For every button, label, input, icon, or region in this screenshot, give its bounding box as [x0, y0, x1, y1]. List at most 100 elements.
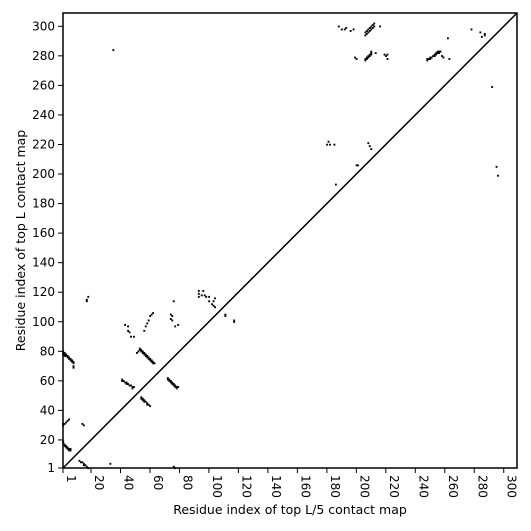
y-tick-label: 220	[32, 137, 55, 151]
contact-cell	[367, 28, 370, 31]
y-tick-label: 280	[32, 49, 55, 63]
contact-cell	[153, 362, 156, 365]
y-tick-label: 140	[32, 256, 55, 270]
contact-cell	[166, 378, 169, 381]
contact-cell	[357, 164, 359, 167]
contact-cell	[147, 357, 150, 360]
contact-cell	[211, 303, 214, 306]
contact-cell	[368, 29, 371, 32]
contact-cell	[135, 352, 138, 354]
contact-cell	[177, 323, 180, 326]
contact-cell	[146, 356, 149, 359]
contact-cell	[69, 357, 72, 360]
y-tick-label: 1	[47, 461, 55, 475]
contact-cell	[79, 461, 82, 464]
contact-cell	[208, 300, 211, 303]
contact-cell	[368, 27, 371, 29]
y-tick-label: 180	[32, 197, 55, 211]
contact-cell	[63, 354, 66, 357]
contact-cell	[439, 50, 442, 53]
contact-cell	[480, 35, 483, 38]
contact-cell	[203, 294, 206, 297]
contact-cell	[65, 446, 68, 449]
contact-cell	[121, 378, 124, 381]
contact-cell	[150, 359, 153, 362]
contact-cell	[133, 386, 135, 388]
contact-cell	[69, 448, 72, 450]
contact-cell	[436, 52, 439, 55]
contact-cell	[169, 313, 172, 316]
contact-cell	[63, 352, 66, 354]
contact-cell	[174, 386, 177, 388]
contact-cell	[370, 28, 373, 31]
contact-cell	[166, 377, 169, 380]
contact-cell	[143, 400, 146, 403]
contact-cell	[214, 306, 216, 309]
x-tick-label: 220	[387, 475, 401, 498]
contact-cell	[144, 325, 147, 328]
y-tick-label: 40	[40, 403, 55, 417]
contact-cell	[85, 300, 88, 303]
x-axis-label: Residue index of top L/5 contact map	[173, 502, 407, 517]
contact-cell	[172, 383, 175, 385]
contact-cell	[150, 313, 153, 316]
contact-cell	[144, 353, 147, 356]
contact-cell	[152, 360, 155, 363]
contact-cell	[131, 387, 134, 390]
contact-cell	[497, 174, 499, 177]
contact-cell	[370, 148, 373, 151]
contact-cell	[144, 354, 147, 357]
contact-cell	[141, 397, 144, 400]
contact-cell	[370, 25, 373, 28]
contact-cell	[175, 387, 178, 390]
contact-cell	[141, 399, 144, 402]
contact-cell	[63, 445, 66, 447]
contact-cell	[174, 384, 177, 387]
contact-cell	[149, 359, 152, 362]
contact-cell	[66, 448, 69, 450]
contact-cell	[365, 29, 368, 32]
y-axis-label: Residue index of top L contact map	[13, 130, 28, 351]
contact-cell	[65, 445, 68, 447]
contact-cell	[169, 381, 172, 384]
contact-cell	[197, 295, 200, 298]
contact-cell	[65, 421, 68, 424]
diagonal-line	[62, 12, 518, 469]
y-tick-label: 260	[32, 78, 55, 92]
y-tick-label: 100	[32, 315, 55, 329]
contact-cell	[426, 58, 429, 60]
contact-cell	[125, 381, 128, 384]
y-tick-label: 60	[40, 374, 55, 388]
contact-cell	[355, 58, 358, 60]
x-tick-label: 300	[505, 475, 519, 498]
contact-cell	[432, 55, 435, 57]
contact-cell	[130, 384, 132, 387]
contact-cell	[379, 25, 382, 28]
contact-cell	[233, 321, 236, 323]
contact-cell	[121, 380, 124, 382]
contact-cell	[85, 465, 88, 468]
contact-cell	[138, 349, 141, 351]
contact-cell	[68, 448, 71, 450]
contact-cell	[128, 331, 131, 334]
contact-cell	[141, 350, 144, 353]
contact-cell	[68, 418, 71, 421]
contact-cell	[370, 50, 373, 53]
y-tick-label: 20	[40, 433, 55, 447]
contact-cell	[109, 462, 112, 465]
contact-cell	[131, 386, 134, 388]
contact-cell	[200, 294, 203, 297]
x-tick-label: 140	[269, 475, 283, 498]
contact-cell	[65, 353, 68, 356]
contact-cell	[224, 315, 227, 317]
contact-cell	[72, 365, 75, 368]
contact-cell	[143, 352, 146, 354]
contact-cell	[370, 53, 373, 56]
contact-cell	[370, 52, 373, 55]
contact-cell	[435, 53, 438, 56]
contact-cell	[69, 449, 72, 452]
contact-cell	[483, 34, 486, 37]
contact-cell	[430, 56, 433, 59]
contact-cell	[147, 319, 150, 322]
